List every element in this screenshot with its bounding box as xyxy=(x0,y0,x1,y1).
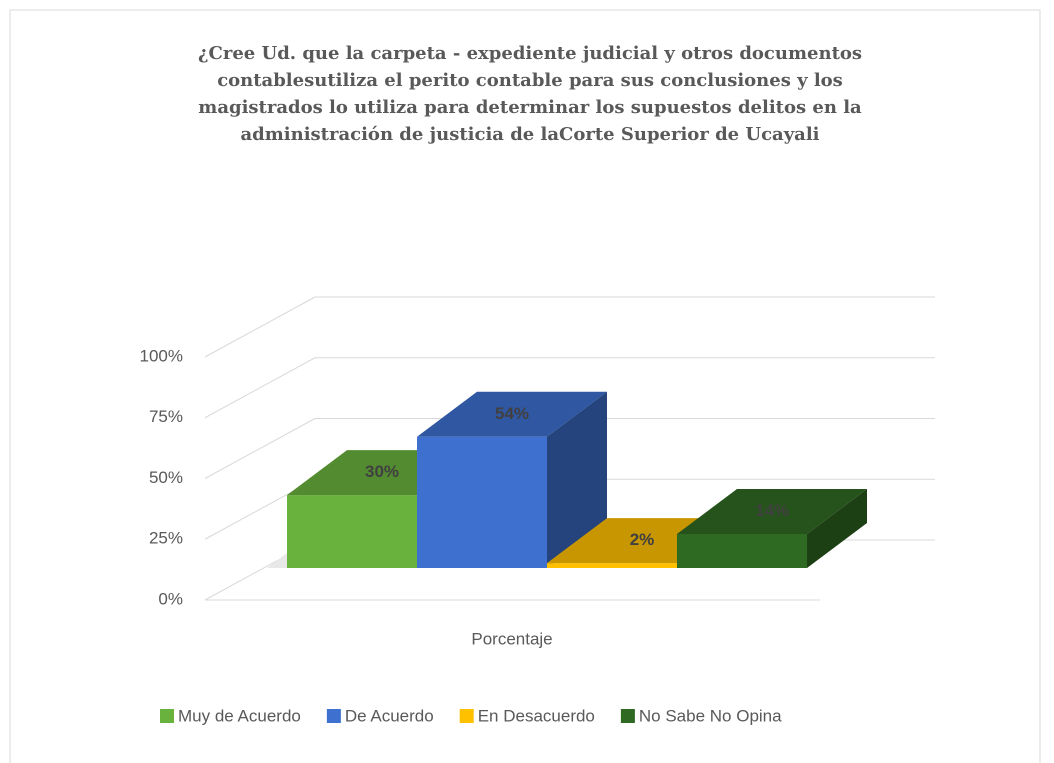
grid-line xyxy=(204,296,316,358)
legend-label: En Desacuerdo xyxy=(478,706,595,725)
bar-top xyxy=(677,488,867,534)
legend-swatch xyxy=(326,709,341,723)
data-label: 30% xyxy=(365,462,399,481)
legend-label: Muy de Acuerdo xyxy=(178,706,301,725)
data-label: 2% xyxy=(630,530,655,549)
chart-frame xyxy=(9,9,1041,763)
y-tick-label: 75% xyxy=(149,407,183,426)
legend-swatch xyxy=(459,709,474,723)
y-tick-label: 50% xyxy=(149,468,183,487)
data-label: 54% xyxy=(495,404,529,423)
legend-label: No Sabe No Opina xyxy=(639,706,782,725)
bar xyxy=(677,533,807,568)
legend-label: De Acuerdo xyxy=(345,706,434,725)
bar xyxy=(287,495,417,568)
chart-title: ¿Cree Ud. que la carpeta - expediente ju… xyxy=(197,43,863,145)
x-tick-label: Porcentaje xyxy=(471,629,552,648)
data-label: 14% xyxy=(755,501,789,520)
bar xyxy=(547,563,677,568)
bar-side xyxy=(547,391,607,568)
bar-side xyxy=(807,488,867,568)
bar-top xyxy=(417,391,607,437)
grid-line xyxy=(204,418,316,479)
y-tick-label: 25% xyxy=(149,529,183,548)
legend-swatch xyxy=(160,709,174,723)
legend-swatch xyxy=(620,709,635,723)
y-tick-label: 0% xyxy=(158,589,183,608)
bar xyxy=(417,436,547,568)
grid-line xyxy=(204,357,316,419)
y-tick-label: 100% xyxy=(140,346,183,365)
